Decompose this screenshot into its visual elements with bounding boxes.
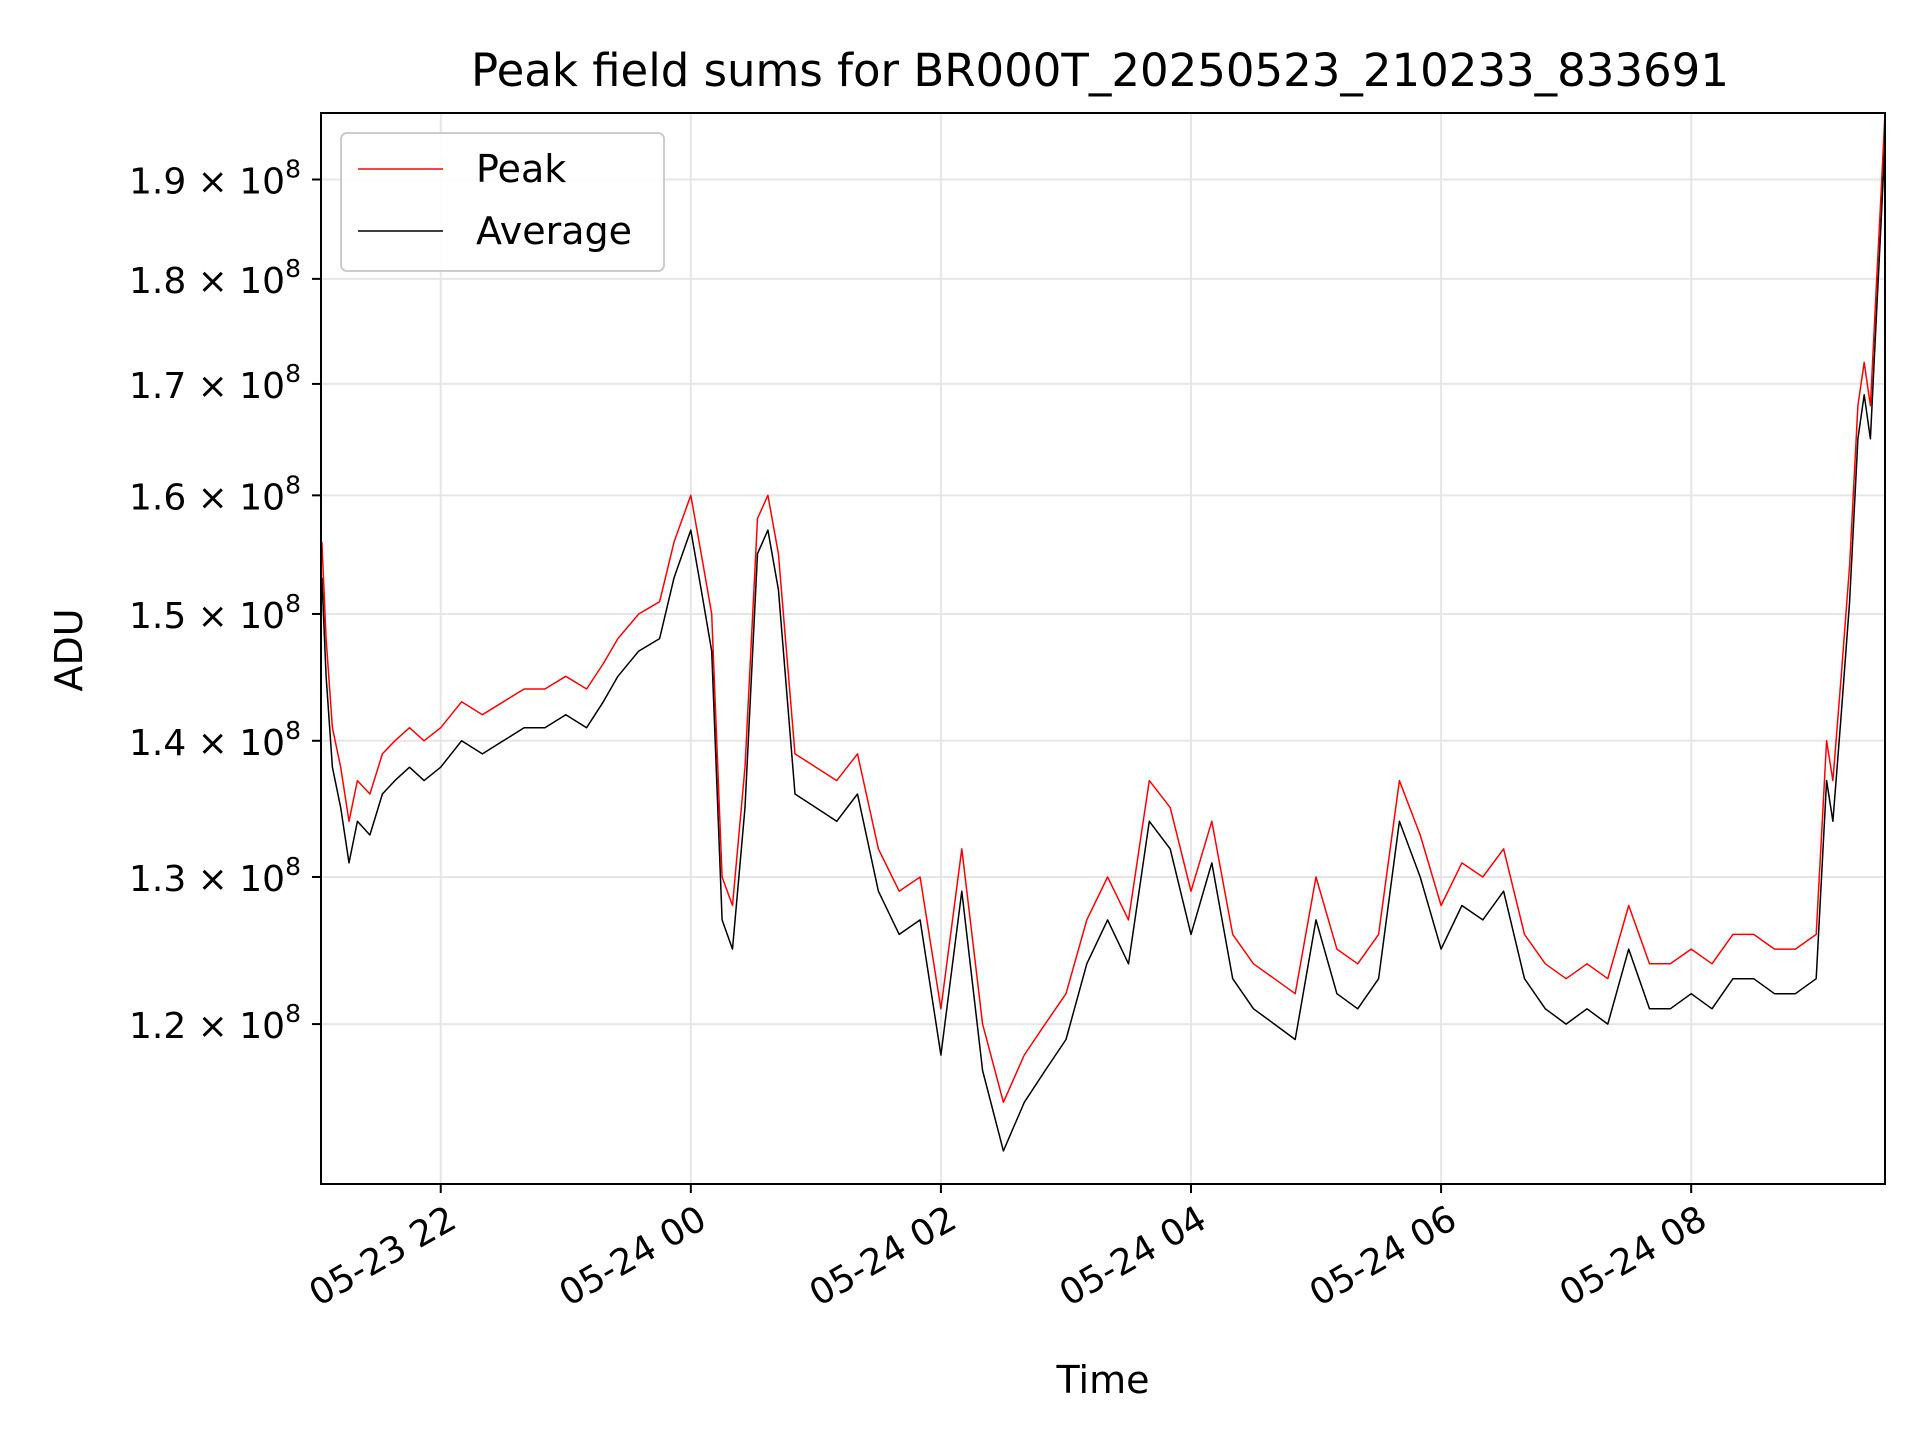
chart-title: Peak field sums for BR000T_20250523_2102… <box>471 44 1729 97</box>
legend-box <box>340 132 665 272</box>
y-tick-label: 1.4 × 108 <box>129 716 301 764</box>
plot-area <box>321 113 1885 1152</box>
legend-average-label: Average <box>476 209 632 253</box>
series-line-average <box>321 141 1885 1152</box>
plot-frame <box>320 112 1886 1185</box>
series-line-peak <box>321 113 1885 1104</box>
y-tick-label: 1.2 × 108 <box>129 999 301 1047</box>
y-tick-label: 1.7 × 108 <box>129 359 301 407</box>
legend: Peak Average <box>340 132 665 272</box>
y-tick-label: 1.3 × 108 <box>129 852 301 900</box>
y-axis-label: ADU <box>47 608 91 691</box>
y-axis: 1.2 × 108 1.3 × 108 1.4 × 108 1.5 × 108 1.6 … <box>129 154 321 1047</box>
y-tick-label: 1.5 × 108 <box>129 589 301 637</box>
legend-peak-label: Peak <box>476 147 566 191</box>
y-tick-label: 1.9 × 108 <box>129 154 301 202</box>
y-tick-label: 1.8 × 108 <box>129 254 301 302</box>
y-tick-label: 1.6 × 108 <box>129 470 301 518</box>
x-axis-label: Time <box>1056 1358 1150 1402</box>
